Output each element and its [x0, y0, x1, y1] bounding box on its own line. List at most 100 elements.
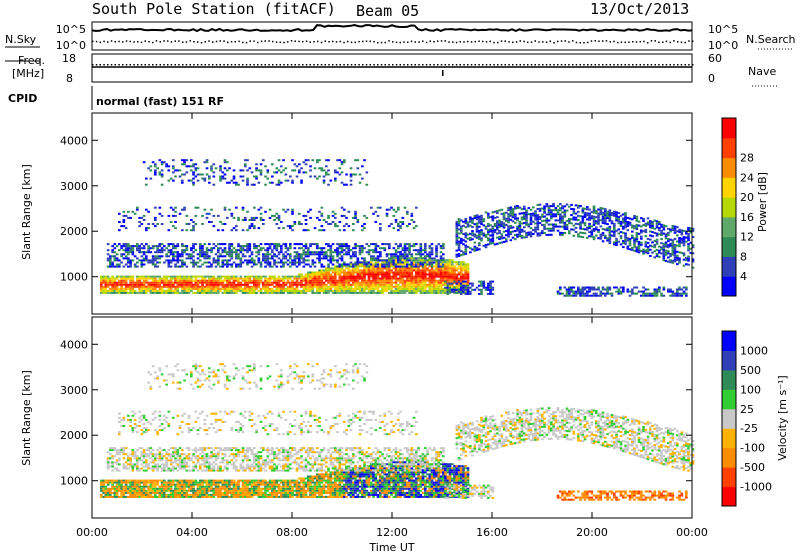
scatter-cell [660, 238, 663, 241]
power-x-ticks [91, 113, 693, 314]
scatter-cell [358, 291, 362, 294]
scatter-cell [466, 269, 470, 272]
scatter-cell [401, 283, 405, 286]
scatter-cell [212, 247, 216, 250]
scatter-cell [678, 243, 681, 246]
scatter-cell [192, 177, 195, 180]
scatter-cell [343, 283, 346, 286]
scatter-cell [444, 281, 447, 284]
scatter-cell [433, 265, 436, 268]
scatter-cell [424, 247, 427, 250]
scatter-cell [190, 287, 193, 290]
scatter-cell [599, 294, 603, 297]
scatter-cell [554, 215, 558, 218]
scatter-cell [448, 263, 452, 266]
scatter-cell [352, 223, 355, 225]
scatter-cell [577, 288, 580, 291]
scatter-cell [687, 259, 690, 262]
nsearch-point [489, 40, 491, 43]
scatter-cell [457, 218, 461, 221]
scatter-cell [221, 291, 225, 294]
scatter-cell [302, 249, 306, 252]
scatter-cell [592, 286, 596, 289]
scatter-cell [392, 289, 396, 292]
scatter-cell [455, 255, 459, 258]
scatter-cell [142, 214, 146, 217]
scatter-cell [205, 251, 209, 254]
scatter-cell [169, 279, 173, 282]
scatter-cell [669, 230, 672, 233]
scatter-cell [316, 273, 319, 276]
scatter-cell [140, 277, 144, 280]
scatter-cell [228, 279, 231, 282]
scatter-cell [329, 279, 333, 282]
scatter-cell [246, 285, 249, 288]
scatter-cell [392, 208, 396, 211]
scatter-cell [131, 259, 135, 262]
scatter-cell [228, 259, 231, 262]
scatter-cell [403, 273, 407, 276]
scatter-cell [376, 283, 380, 286]
scatter-cell [541, 224, 544, 226]
scatter-cell [572, 208, 576, 211]
scatter-cell [565, 290, 569, 293]
scatter-cell [147, 247, 150, 250]
scatter-cell [327, 275, 330, 278]
scatter-cell [174, 287, 177, 290]
scatter-cell [457, 265, 461, 268]
scatter-cell [262, 259, 265, 262]
scatter-cell [408, 283, 411, 286]
scatter-cell [466, 233, 470, 236]
scatter-cell [280, 249, 283, 252]
scatter-cell [203, 281, 207, 284]
nave-point [377, 64, 379, 66]
nsearch-point [639, 41, 641, 43]
scatter-cell [370, 255, 373, 258]
scatter-cell [487, 292, 490, 295]
scatter-cell [358, 247, 362, 250]
scatter-cell [167, 289, 171, 292]
scatter-cell [203, 253, 207, 256]
scatter-cell [201, 263, 204, 266]
scatter-cell [334, 289, 337, 292]
scatter-cell [577, 204, 580, 207]
scatter-cell [352, 287, 355, 290]
scatter-cell [687, 235, 690, 238]
scatter-cell [138, 279, 141, 282]
scatter-cell [167, 229, 171, 232]
scatter-cell [327, 273, 330, 276]
scatter-cell [482, 220, 486, 223]
nave-point [185, 64, 188, 66]
scatter-cell [223, 285, 227, 288]
scatter-cell [417, 289, 420, 292]
scatter-cell [392, 259, 396, 262]
scatter-cell [586, 236, 589, 239]
nsearch-point [568, 41, 570, 43]
scatter-cell [304, 171, 308, 174]
scatter-cell [419, 269, 423, 272]
scatter-cell [151, 277, 155, 280]
scatter-cell [640, 290, 643, 293]
nsearch-point [125, 40, 128, 42]
scatter-cell [448, 269, 452, 272]
scatter-cell [327, 173, 330, 176]
scatter-cell [691, 229, 695, 232]
scatter-cell [424, 289, 427, 292]
scatter-cell [347, 251, 351, 254]
scatter-cell [291, 283, 294, 286]
scatter-cell [574, 212, 578, 215]
scatter-cell [653, 227, 657, 230]
scatter-cell [343, 287, 346, 290]
nave-point [133, 64, 135, 66]
scatter-cell [334, 223, 337, 225]
scatter-cell [444, 263, 447, 266]
scatter-cell [136, 279, 139, 282]
scatter-cell [352, 281, 355, 284]
scatter-cell [520, 228, 524, 231]
scatter-cell [354, 281, 357, 284]
scatter-cell [502, 216, 506, 219]
scatter-cell [129, 261, 132, 264]
scatter-cell [601, 221, 605, 224]
nsearch-point [677, 41, 679, 43]
scatter-cell [669, 228, 672, 231]
